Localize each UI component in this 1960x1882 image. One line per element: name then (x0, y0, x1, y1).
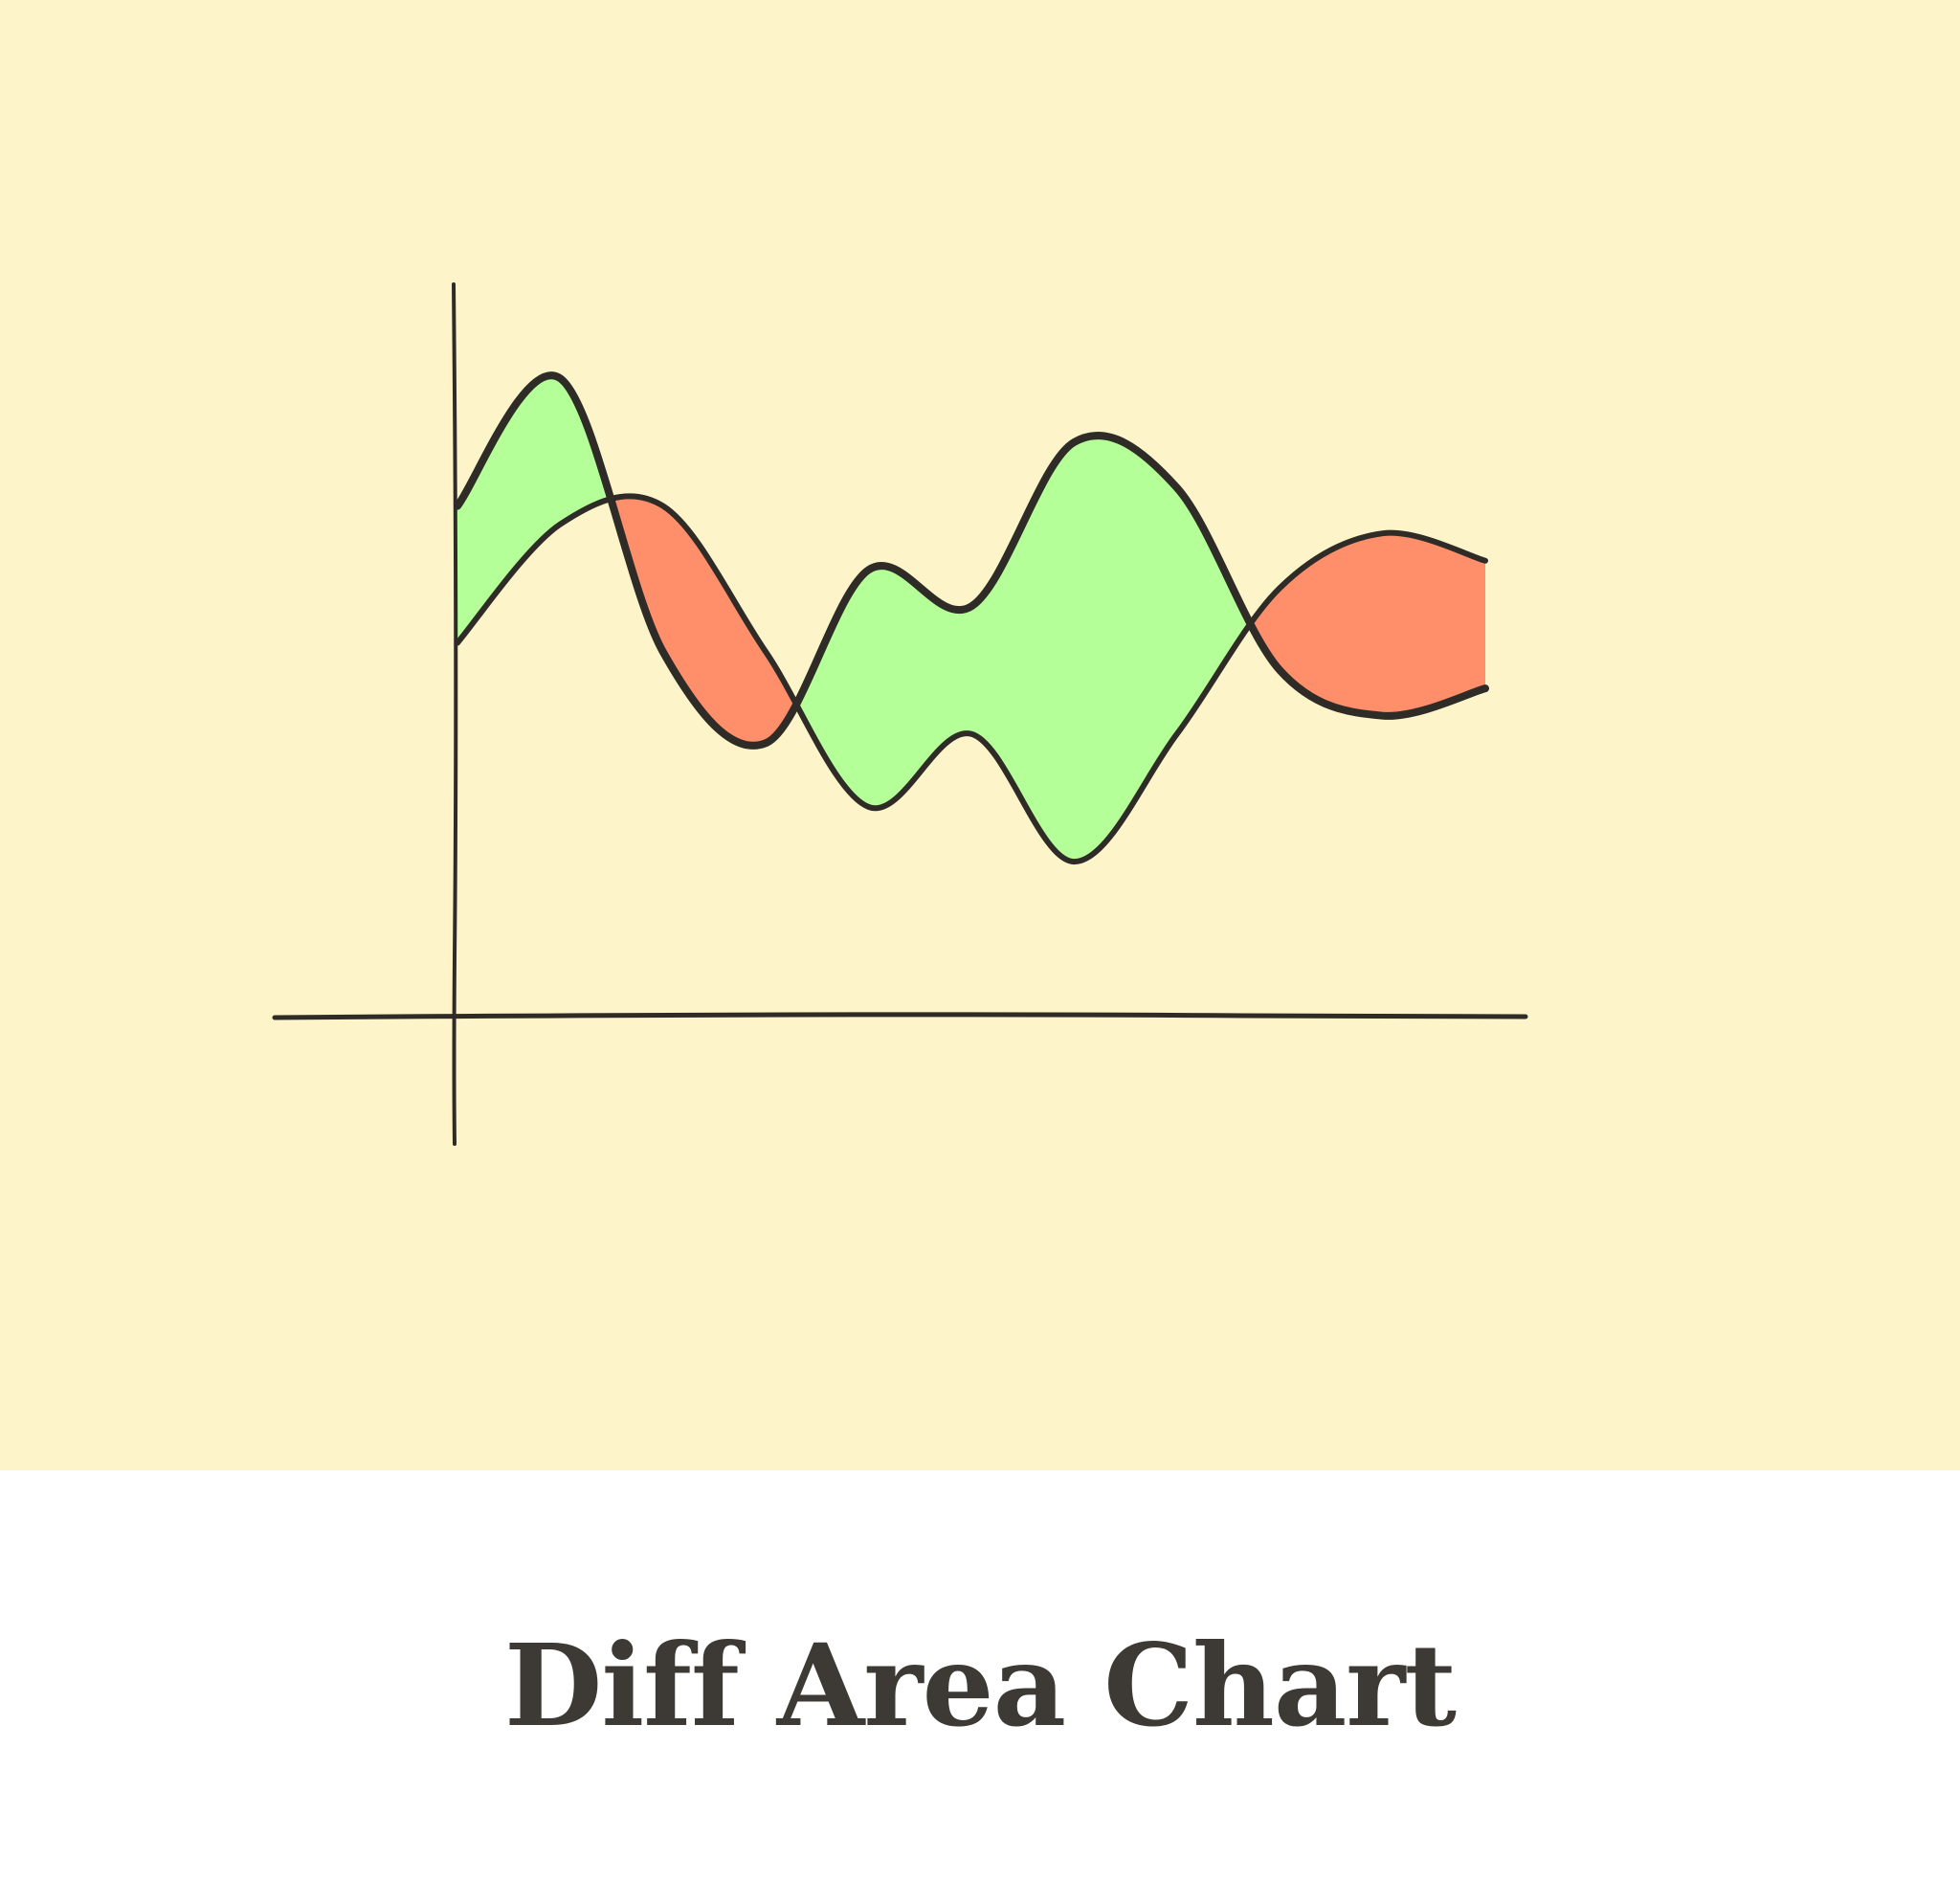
series-1-line (455, 493, 1488, 865)
positive-difference-area (457, 375, 1485, 863)
chart-title-caption: Diff Area Chart (504, 1618, 1457, 1752)
difference-fill-layer (457, 375, 1485, 863)
series-line-layer (454, 371, 1489, 865)
caption-panel: Diff Area Chart (0, 1470, 1960, 1882)
series-2-line (454, 371, 1489, 750)
diff-area-chart (272, 282, 1528, 1146)
x-axis (272, 1012, 1528, 1020)
y-axis (452, 282, 458, 1146)
chart-illustration (0, 0, 1960, 1470)
